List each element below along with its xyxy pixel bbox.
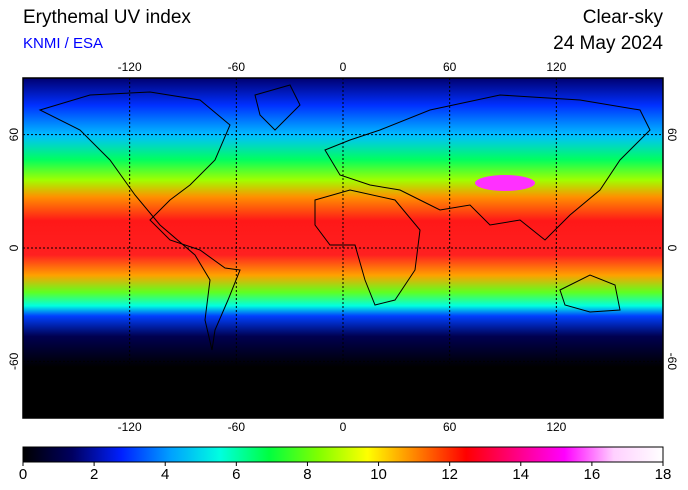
lat-tick-label: -60 [665,353,679,371]
mode: Clear-sky [583,7,664,28]
lon-tick-label: -60 [228,60,246,74]
lon-tick-label: -120 [118,60,142,74]
coastlines [38,84,651,351]
colorbar-tick-label: 8 [303,466,311,483]
lon-tick-label: 120 [546,420,566,434]
colorbar-tick-label: 2 [90,466,98,483]
lon-tick-label: 120 [546,60,566,74]
lon-tick-label: 0 [340,60,347,74]
tibet-high [475,175,535,191]
colorbar-tick-label: 16 [584,466,601,483]
colorbar-tick-label: 14 [512,466,529,483]
lat-tick-label: 0 [665,245,679,252]
lat-tick-label: 0 [7,244,21,251]
lon-tick-label: 0 [340,420,347,434]
source: KNMI / ESA [23,35,103,52]
lat-tick-label: -60 [7,352,21,370]
lon-tick-label: 60 [443,420,457,434]
lon-tick-label: -120 [118,420,142,434]
lon-tick-label: 60 [443,60,457,74]
colorbar-tick-label: 12 [441,466,458,483]
lat-tick-label: 60 [665,128,679,142]
colorbar-tick-label: 0 [19,466,27,483]
colorbar-tick-label: 18 [655,466,672,483]
lon-tick-label: -60 [228,420,246,434]
colorbar-tick-label: 4 [161,466,169,483]
colorbar-tick-label: 10 [370,466,387,483]
date: 24 May 2024 [553,33,663,54]
colorbar-tick-label: 6 [232,466,240,483]
colorbar [22,446,664,463]
lat-tick-label: 60 [7,128,21,142]
title: Erythemal UV index [23,7,191,28]
